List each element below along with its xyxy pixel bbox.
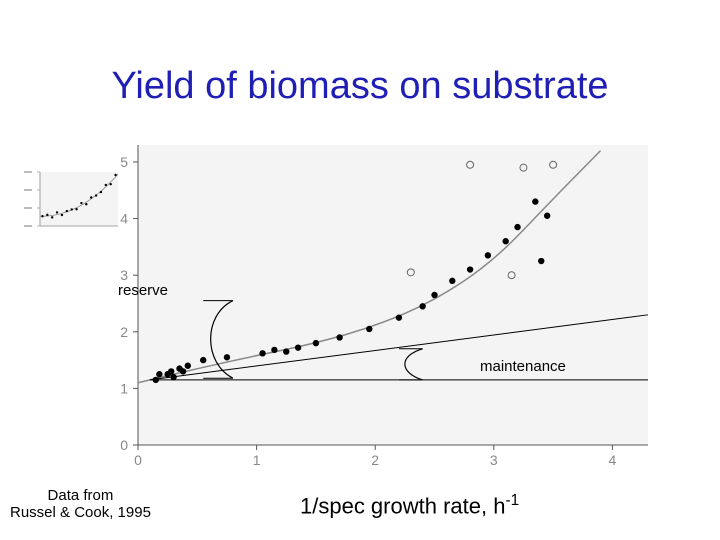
xlabel-text: 1/spec growth rate, h xyxy=(300,493,505,518)
svg-text:3: 3 xyxy=(490,452,498,468)
svg-text:2: 2 xyxy=(371,452,379,468)
reserve-label: reserve xyxy=(118,282,168,299)
x-axis-label: 1/spec growth rate, h-1 xyxy=(300,492,519,519)
svg-text:4: 4 xyxy=(609,452,617,468)
svg-text:1: 1 xyxy=(253,452,261,468)
svg-text:3: 3 xyxy=(120,267,128,283)
page-title: Yield of biomass on substrate xyxy=(0,65,720,108)
xlabel-sup: -1 xyxy=(505,492,519,509)
data-credit: Data from Russel & Cook, 1995 xyxy=(10,487,151,521)
main-chart: 01234501234 xyxy=(98,135,658,475)
svg-text:0: 0 xyxy=(120,437,128,453)
svg-text:0: 0 xyxy=(134,452,142,468)
svg-text:1: 1 xyxy=(120,380,128,396)
svg-text:2: 2 xyxy=(120,324,128,340)
credit-line-1: Data from xyxy=(10,487,151,504)
credit-line-2: Russel & Cook, 1995 xyxy=(10,504,151,521)
thumbnail-chart xyxy=(22,168,122,238)
maintenance-label: maintenance xyxy=(480,358,566,375)
